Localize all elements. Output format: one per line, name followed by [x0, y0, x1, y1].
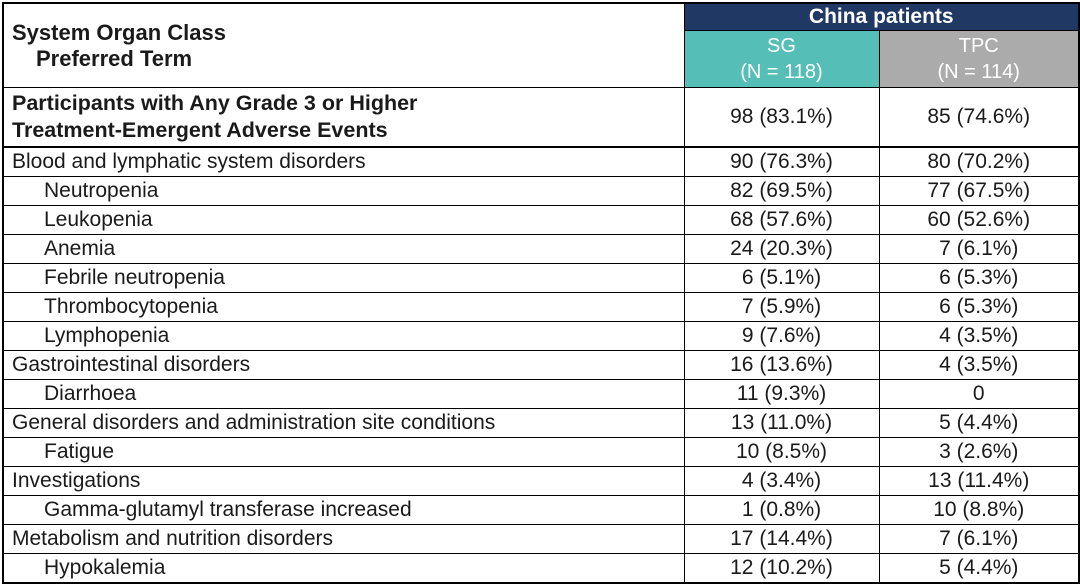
table-row: General disorders and administration sit…: [2, 408, 1080, 438]
tpc-value: 0: [878, 379, 1080, 409]
summary-tpc-value: 85 (74.6%): [878, 87, 1080, 148]
sg-value: 24 (20.3%): [683, 234, 880, 264]
tpc-arm-name: TPC: [958, 35, 999, 57]
sg-value: 7 (5.9%): [683, 292, 880, 322]
row-label: Fatigue: [2, 437, 685, 467]
tpc-value: 7 (6.1%): [878, 524, 1080, 554]
table-row: Neutropenia 82 (69.5%) 77 (67.5%): [2, 176, 1080, 206]
row-label: Blood and lymphatic system disorders: [2, 146, 685, 177]
sg-arm-n: (N = 118): [740, 61, 823, 83]
summary-label-line2: Treatment-Emergent Adverse Events: [12, 118, 388, 142]
summary-label-line1: Participants with Any Grade 3 or Higher: [12, 91, 418, 115]
row-label: Hypokalemia: [2, 553, 685, 584]
soc-header-line1: System Organ Class: [12, 19, 226, 45]
summary-row: Participants with Any Grade 3 or Higher …: [2, 87, 1080, 148]
table-row: Fatigue 10 (8.5%) 3 (2.6%): [2, 437, 1080, 467]
row-label: Diarrhoea: [2, 379, 685, 409]
sg-value: 12 (10.2%): [683, 553, 880, 584]
table-row: Lymphopenia 9 (7.6%) 4 (3.5%): [2, 321, 1080, 351]
arm-header-row: SG (N = 118) TPC (N = 114): [3, 30, 1080, 88]
tpc-value: 5 (4.4%): [878, 408, 1080, 438]
tpc-value: 6 (5.3%): [878, 292, 1080, 322]
soc-header-line2: Preferred Term: [36, 45, 193, 71]
row-label: Febrile neutropenia: [2, 263, 685, 293]
row-label: Lymphopenia: [2, 321, 685, 351]
tpc-value: 4 (3.5%): [878, 321, 1080, 351]
table-row: Gastrointestinal disorders 16 (13.6%) 4 …: [2, 350, 1080, 380]
sg-value: 1 (0.8%): [683, 495, 880, 525]
soc-preferred-term-header: System Organ Class Preferred Term: [2, 2, 685, 88]
row-label: Gamma-glutamyl transferase increased: [2, 495, 685, 525]
tpc-value: 13 (11.4%): [878, 466, 1080, 496]
tpc-value: 6 (5.3%): [878, 263, 1080, 293]
tpc-value: 4 (3.5%): [878, 350, 1080, 380]
row-label: Gastrointestinal disorders: [2, 350, 685, 380]
table-row: Diarrhoea 11 (9.3%) 0: [2, 379, 1080, 409]
tpc-value: 60 (52.6%): [878, 205, 1080, 235]
sg-value: 90 (76.3%): [683, 146, 880, 177]
sg-value: 9 (7.6%): [683, 321, 880, 351]
sg-value: 13 (11.0%): [683, 408, 880, 438]
table-row: Gamma-glutamyl transferase increased 1 (…: [2, 495, 1080, 525]
sg-value: 82 (69.5%): [683, 176, 880, 206]
sg-value: 11 (9.3%): [683, 379, 880, 409]
tpc-value: 10 (8.8%): [878, 495, 1080, 525]
tpc-value: 3 (2.6%): [878, 437, 1080, 467]
tpc-value: 77 (67.5%): [878, 176, 1080, 206]
table-row: Leukopenia 68 (57.6%) 60 (52.6%): [2, 205, 1080, 235]
summary-sg-value: 98 (83.1%): [683, 87, 880, 148]
sg-value: 17 (14.4%): [683, 524, 880, 554]
table-row: Hypokalemia 12 (10.2%) 5 (4.4%): [2, 553, 1080, 584]
sg-value: 68 (57.6%): [683, 205, 880, 235]
tpc-value: 5 (4.4%): [878, 553, 1080, 584]
row-label: General disorders and administration sit…: [2, 408, 685, 438]
sg-value: 6 (5.1%): [683, 263, 880, 293]
sg-column-header: SG (N = 118): [683, 30, 880, 88]
tpc-arm-n: (N = 114): [937, 61, 1020, 83]
tpc-value: 7 (6.1%): [878, 234, 1080, 264]
table-row: Anemia 24 (20.3%) 7 (6.1%): [2, 234, 1080, 264]
row-label: Metabolism and nutrition disorders: [2, 524, 685, 554]
tpc-value: 80 (70.2%): [878, 146, 1080, 177]
china-patients-group-header: China patients: [683, 2, 1080, 31]
sg-value: 10 (8.5%): [683, 437, 880, 467]
row-label: Thrombocytopenia: [2, 292, 685, 322]
sg-arm-name: SG: [767, 35, 796, 57]
row-label: Leukopenia: [2, 205, 685, 235]
row-label: Investigations: [2, 466, 685, 496]
group-header-row: System Organ Class Preferred Term China …: [2, 2, 1080, 88]
row-label: Neutropenia: [2, 176, 685, 206]
table-row: Blood and lymphatic system disorders 90 …: [2, 146, 1080, 177]
row-label: Anemia: [2, 234, 685, 264]
table-row: Metabolism and nutrition disorders 17 (1…: [2, 524, 1080, 554]
table-row: Thrombocytopenia 7 (5.9%) 6 (5.3%): [2, 292, 1080, 322]
sg-value: 4 (3.4%): [683, 466, 880, 496]
table-row: Febrile neutropenia 6 (5.1%) 6 (5.3%): [2, 263, 1080, 293]
table-row: Investigations 4 (3.4%) 13 (11.4%): [2, 466, 1080, 496]
sg-value: 16 (13.6%): [683, 350, 880, 380]
tpc-column-header: TPC (N = 114): [878, 30, 1080, 88]
summary-label: Participants with Any Grade 3 or Higher …: [2, 87, 685, 148]
